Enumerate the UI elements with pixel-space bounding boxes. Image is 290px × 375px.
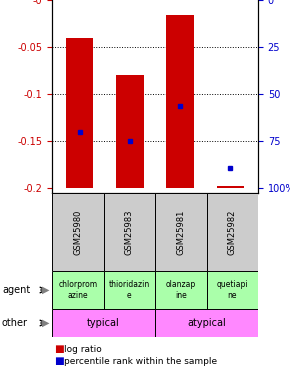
Text: chlorprom
azine: chlorprom azine <box>58 280 97 300</box>
Text: ▶: ▶ <box>42 318 50 328</box>
Bar <box>166 15 194 188</box>
Text: percentile rank within the sample: percentile rank within the sample <box>64 357 217 366</box>
Text: ■: ■ <box>54 356 64 366</box>
Bar <box>155 193 206 271</box>
Text: ■: ■ <box>54 344 64 354</box>
Bar <box>116 75 144 188</box>
Bar <box>66 38 93 188</box>
Bar <box>104 271 155 309</box>
Text: ▶: ▶ <box>42 285 50 295</box>
Text: GSM25983: GSM25983 <box>125 209 134 255</box>
Bar <box>104 193 155 271</box>
Text: log ratio: log ratio <box>64 345 102 354</box>
Text: thioridazin
e: thioridazin e <box>109 280 150 300</box>
Text: other: other <box>2 318 28 328</box>
Text: agent: agent <box>2 285 30 295</box>
Text: GSM25981: GSM25981 <box>176 209 185 255</box>
Bar <box>155 309 258 337</box>
Bar <box>155 271 206 309</box>
Text: typical: typical <box>87 318 120 328</box>
Bar <box>52 309 155 337</box>
Text: quetiapi
ne: quetiapi ne <box>216 280 248 300</box>
Text: atypical: atypical <box>187 318 226 328</box>
Bar <box>52 271 104 309</box>
Bar <box>52 193 104 271</box>
Text: GSM25982: GSM25982 <box>228 209 237 255</box>
Bar <box>217 186 244 188</box>
Text: GSM25980: GSM25980 <box>73 209 82 255</box>
Bar <box>206 271 258 309</box>
Bar <box>206 193 258 271</box>
Text: olanzap
ine: olanzap ine <box>166 280 196 300</box>
